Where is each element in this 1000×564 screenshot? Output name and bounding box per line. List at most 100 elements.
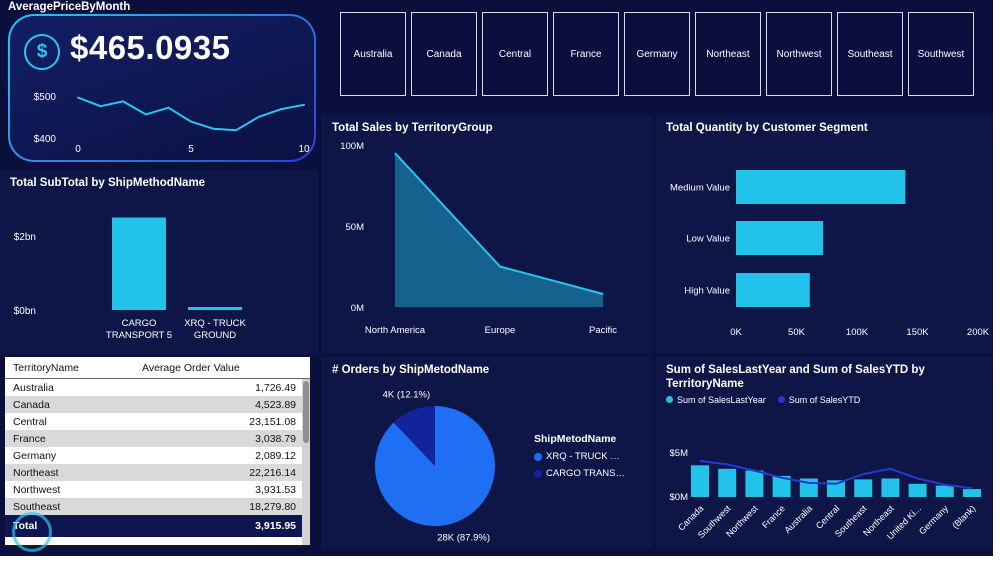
legend-label: Sum of SalesYTD: [788, 394, 861, 405]
column-header-average-order-value[interactable]: Average Order Value: [142, 361, 240, 374]
slicer-button-canada[interactable]: Canada: [411, 12, 477, 96]
slicer-button-germany[interactable]: Germany: [624, 12, 690, 96]
slicer-button-france[interactable]: France: [553, 12, 619, 96]
territory-name-cell: Southeast: [13, 500, 61, 513]
avg-order-value-cell: 22,216.14: [249, 466, 296, 479]
kpi-card-inner: $ $465.0935 $500 $400 0 5 10: [10, 16, 314, 160]
svg-text:28K (87.9%): 28K (87.9%): [437, 533, 490, 544]
legend-dot: [534, 452, 542, 461]
panel-orders-by-shipmethod: # Orders by ShipMetodName 28K (87.9%) 4K …: [322, 357, 652, 549]
table-row[interactable]: Southeast 18,279.80: [5, 498, 310, 515]
svg-text:200K: 200K: [967, 327, 990, 338]
dollar-icon: $: [24, 34, 60, 70]
svg-text:Europe: Europe: [485, 325, 516, 336]
legend-label: CARGO TRANS…: [546, 468, 626, 479]
table-header: TerritoryName Average Order Value: [5, 357, 310, 379]
territory-name-cell: France: [13, 432, 46, 445]
svg-text:4K (12.1%): 4K (12.1%): [383, 390, 431, 401]
territory-name-cell: Central: [13, 415, 47, 428]
svg-text:CARGO: CARGO: [122, 318, 157, 329]
table-row[interactable]: Northwest 3,931.53: [5, 481, 310, 498]
legend-item[interactable]: XRQ - TRUCK …: [534, 451, 650, 462]
scrollbar-thumb[interactable]: [303, 381, 309, 443]
avg-order-value-cell: 3,931.53: [255, 483, 296, 496]
svg-text:0M: 0M: [351, 303, 364, 314]
territory-name-cell: Northwest: [13, 483, 61, 496]
total-label: Total: [13, 520, 38, 532]
territory-name-cell: Canada: [13, 398, 50, 411]
table-row[interactable]: Australia 1,726.49: [5, 379, 310, 396]
quantity-hbar-chart[interactable]: Medium Value Low Value High Value 0K 50K 100K…: [656, 137, 993, 353]
table-row[interactable]: Germany 2,089.12: [5, 447, 310, 464]
svg-text:0K: 0K: [730, 327, 742, 338]
slicer-button-northwest[interactable]: Northwest: [766, 12, 832, 96]
table-row[interactable]: Canada 4,523.89: [5, 396, 310, 413]
svg-text:100M: 100M: [340, 141, 364, 152]
combo-legend: Sum of SalesLastYear Sum of SalesYTD: [656, 394, 993, 405]
slicer-button-central[interactable]: Central: [482, 12, 548, 96]
chart-title: Total Sales by TerritoryGroup: [332, 122, 493, 134]
svg-text:High Value: High Value: [684, 286, 730, 297]
dollar-glyph: $: [36, 41, 48, 62]
panel-quantity-by-segment: Total Quantity by Customer Segment Mediu…: [656, 115, 993, 353]
slicer-button-southeast[interactable]: Southeast: [837, 12, 903, 96]
chart-title: Total Quantity by Customer Segment: [666, 122, 868, 134]
avg-order-value-cell: 1,726.49: [255, 381, 296, 394]
avg-order-value-cell: 23,151.08: [249, 415, 296, 428]
chart-title: Sum of SalesLastYear and Sum of SalesYTD…: [666, 364, 925, 391]
avg-order-value-cell: 2,089.12: [255, 449, 296, 462]
table-row[interactable]: France 3,038.79: [5, 430, 310, 447]
panel-subtotal-by-shipmethod: Total SubTotal by ShipMethodName $2bn $0b…: [0, 170, 318, 354]
territory-name-cell: Australia: [13, 381, 54, 394]
territory-name-cell: Northeast: [13, 466, 59, 479]
svg-text:0: 0: [75, 144, 81, 155]
legend-item[interactable]: CARGO TRANS…: [534, 468, 650, 479]
kpi-sparkline-chart[interactable]: $500 $400 0 5 10: [16, 80, 312, 156]
svg-text:$0M: $0M: [670, 492, 689, 503]
legend-title: ShipMetodName: [534, 433, 617, 445]
avg-order-value-cell: 3,038.79: [255, 432, 296, 445]
legend-dot: [534, 469, 542, 478]
svg-text:$2bn: $2bn: [14, 232, 36, 243]
svg-text:50K: 50K: [788, 327, 806, 338]
svg-text:10: 10: [298, 144, 310, 155]
legend-dot: [666, 396, 673, 404]
table-total-row: Total 3,915.95: [5, 515, 310, 537]
territory-table: TerritoryName Average Order Value Austra…: [5, 357, 310, 547]
table-row[interactable]: Northeast 22,216.14: [5, 464, 310, 481]
table-scrollbar[interactable]: [302, 379, 310, 545]
legend-label: XRQ - TRUCK …: [546, 451, 620, 462]
slicer-button-southwest[interactable]: Southwest: [908, 12, 974, 96]
svg-text:$400: $400: [34, 134, 57, 145]
slicer-button-australia[interactable]: Australia: [340, 12, 406, 96]
legend-item[interactable]: Sum of SalesLastYear: [666, 395, 766, 405]
svg-text:Medium Value: Medium Value: [670, 183, 730, 194]
slicer-button-northeast[interactable]: Northeast: [695, 12, 761, 96]
svg-text:TRANSPORT 5: TRANSPORT 5: [106, 330, 172, 341]
chart-title: Total SubTotal by ShipMethodName: [10, 177, 206, 189]
orders-pie-chart[interactable]: 28K (87.9%) 4K (12.1%): [322, 379, 652, 551]
svg-text:Pacific: Pacific: [589, 325, 617, 336]
svg-text:5: 5: [188, 144, 194, 155]
svg-text:150K: 150K: [906, 327, 929, 338]
svg-text:GROUND: GROUND: [194, 330, 236, 341]
legend-item[interactable]: Sum of SalesYTD: [777, 394, 861, 405]
legend-label: Sum of SalesLastYear: [677, 394, 766, 405]
kpi-card[interactable]: $ $465.0935 $500 $400 0 5 10: [8, 14, 316, 162]
svg-text:Low Value: Low Value: [686, 234, 730, 245]
total-value: 3,915.95: [255, 520, 296, 532]
column-header-territoryname[interactable]: TerritoryName: [13, 361, 79, 374]
svg-text:(Blank): (Blank): [950, 503, 977, 530]
avg-order-value-cell: 4,523.89: [255, 398, 296, 411]
svg-text:$0bn: $0bn: [14, 306, 36, 317]
territory-slicer: Australia Canada Central France Germany North…: [340, 12, 974, 96]
svg-text:$500: $500: [34, 92, 57, 103]
svg-text:$5M: $5M: [670, 448, 689, 459]
page-title: AveragePriceByMonth: [8, 1, 131, 13]
territory-name-cell: Germany: [13, 449, 57, 462]
table-row[interactable]: Central 23,151.08: [5, 413, 310, 430]
panel-sales-by-territorygroup: Total Sales by TerritoryGroup 100M 50M 0M N…: [322, 115, 652, 353]
